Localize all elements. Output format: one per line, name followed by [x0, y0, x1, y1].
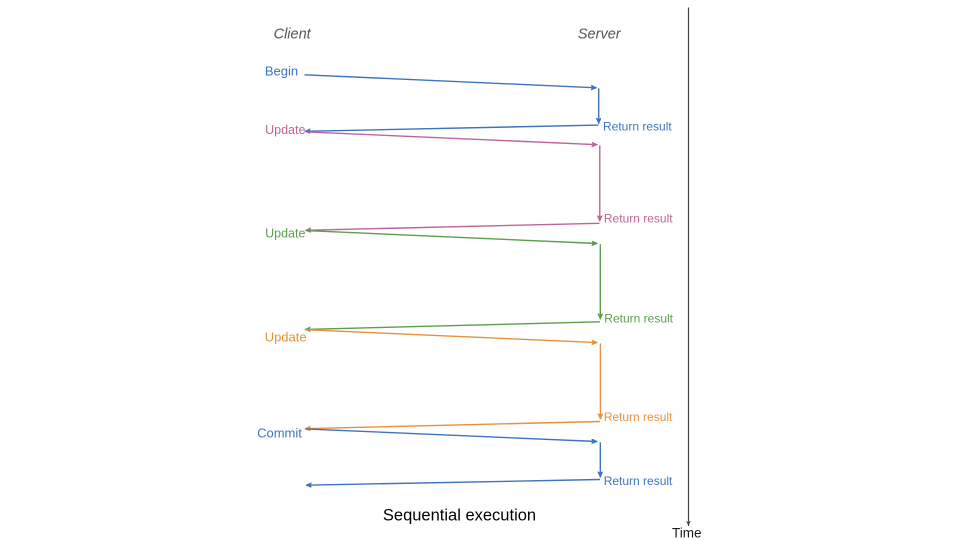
svg-text:Return result: Return result — [603, 119, 672, 133]
svg-text:Return result: Return result — [604, 212, 673, 226]
svg-text:Update: Update — [265, 123, 305, 137]
svg-text:Client: Client — [274, 27, 312, 43]
svg-text:Return result: Return result — [604, 474, 673, 488]
svg-text:Server: Server — [578, 27, 622, 43]
svg-text:Return result: Return result — [604, 410, 673, 424]
svg-text:Begin: Begin — [265, 63, 298, 78]
svg-text:Time: Time — [672, 525, 702, 540]
svg-text:Sequential execution: Sequential execution — [383, 506, 536, 524]
svg-text:Commit: Commit — [257, 426, 302, 441]
svg-text:Update: Update — [265, 330, 307, 345]
svg-text:Update: Update — [265, 227, 305, 241]
svg-text:Return result: Return result — [604, 311, 673, 325]
